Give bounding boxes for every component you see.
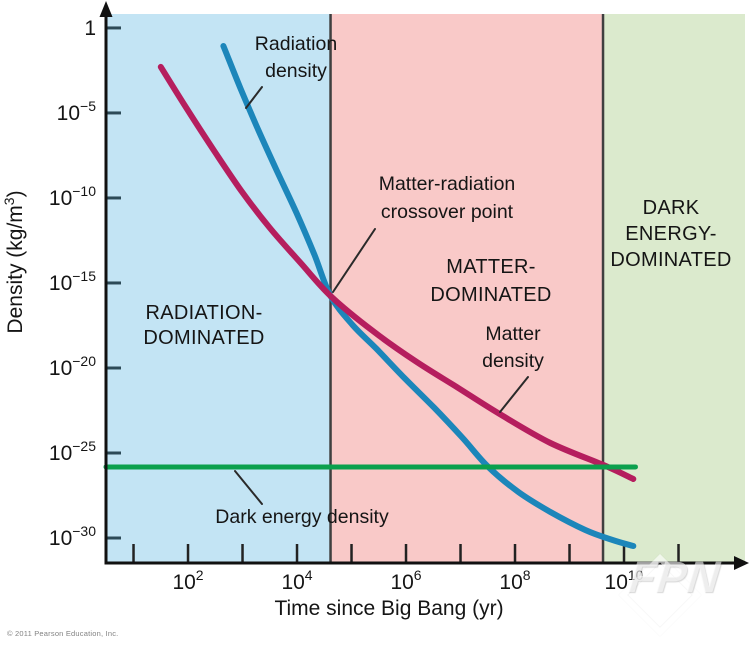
matter-density-label-pointer-line [499,376,529,413]
matter-dominated-label: DOMINATED [430,284,551,306]
x-tick-label: 104 [281,567,312,594]
dark-energy-dominated-band [603,14,745,563]
crossover-label: Matter-radiation [379,173,516,195]
crossover-label-pointer-line [332,228,376,293]
radiation-dominated-label: DOMINATED [143,327,264,349]
x-axis-arrow-icon [734,556,749,570]
matter-dominated-label: MATTER- [446,256,536,278]
radiation-density-label-pointer-line [245,86,263,109]
x-tick-label: 108 [499,567,530,594]
y-tick-label: 10−10 [49,183,96,210]
x-tick-label: 1010 [605,567,644,594]
matter-density-label: Matter [485,323,541,345]
dark-energy-dominated-label: DARK [643,197,700,219]
x-tick-label: 106 [390,567,421,594]
crossover-label: crossover point [381,201,514,223]
radiation-density-curve [220,43,637,549]
dark-energy-density-label-pointer-line [234,470,263,505]
matter-density-label: density [482,350,544,372]
dark-energy-dominated-label: ENERGY- [625,223,716,245]
radiation-dominated-label: RADIATION- [145,302,262,324]
matter-dominated-band [330,14,604,563]
copyright-text: © 2011 Pearson Education, Inc. [7,629,119,638]
y-axis-title: Density (kg/m3) [1,190,27,333]
matter-density-curve [157,63,637,482]
y-axis-arrow-icon [99,1,113,17]
y-tick-label: 10−5 [57,98,97,125]
y-tick-label: 1 [84,17,96,40]
y-tick-label: 10−20 [49,353,96,380]
y-tick-label: 10−30 [49,523,96,550]
x-axis-title: Time since Big Bang (yr) [274,597,503,620]
y-tick-label: 10−25 [49,438,96,465]
dark-energy-density-label: Dark energy density [215,506,389,528]
radiation-density-label: density [265,60,327,82]
y-tick-label: 10−15 [49,268,96,295]
radiation-density-label: Radiation [255,33,337,55]
x-tick-label: 102 [172,567,203,594]
dark-energy-dominated-label: DOMINATED [610,249,731,271]
radiation-dominated-band [106,14,331,563]
